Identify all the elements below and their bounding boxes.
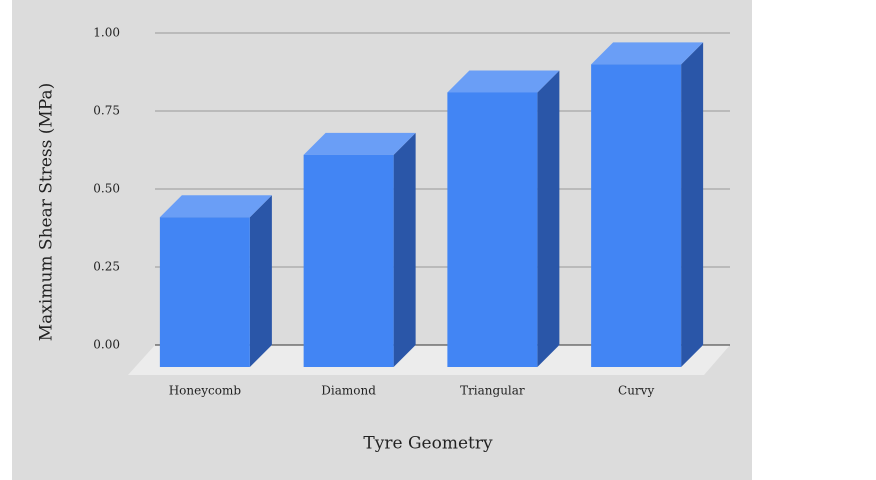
bar [159, 217, 250, 367]
bar-top [303, 132, 416, 155]
y-tick-label: 0.75 [93, 104, 120, 118]
bar [591, 64, 682, 368]
x-tick-label: Diamond [321, 384, 376, 398]
bar-top [447, 70, 560, 93]
bar [303, 154, 394, 367]
x-tick-label: Honeycomb [169, 384, 242, 398]
bar-side [681, 42, 704, 368]
bar-top [159, 195, 272, 218]
y-axis-title: Maximum Shear Stress (MPa) [37, 83, 57, 341]
bar-side [249, 195, 272, 367]
floor [128, 345, 730, 375]
bar [447, 92, 538, 367]
bar-side [393, 132, 416, 367]
bar-top [591, 42, 704, 65]
y-tick-label: 0.50 [93, 182, 120, 196]
x-axis-title: Tyre Geometry [363, 434, 493, 454]
bar-side [537, 70, 560, 367]
y-tick-label: 0.25 [93, 260, 120, 274]
x-tick-label: Triangular [460, 384, 525, 398]
x-tick-label: Curvy [618, 384, 654, 398]
y-tick-label: 1.00 [93, 26, 120, 40]
y-tick-label: 0.00 [93, 338, 120, 352]
